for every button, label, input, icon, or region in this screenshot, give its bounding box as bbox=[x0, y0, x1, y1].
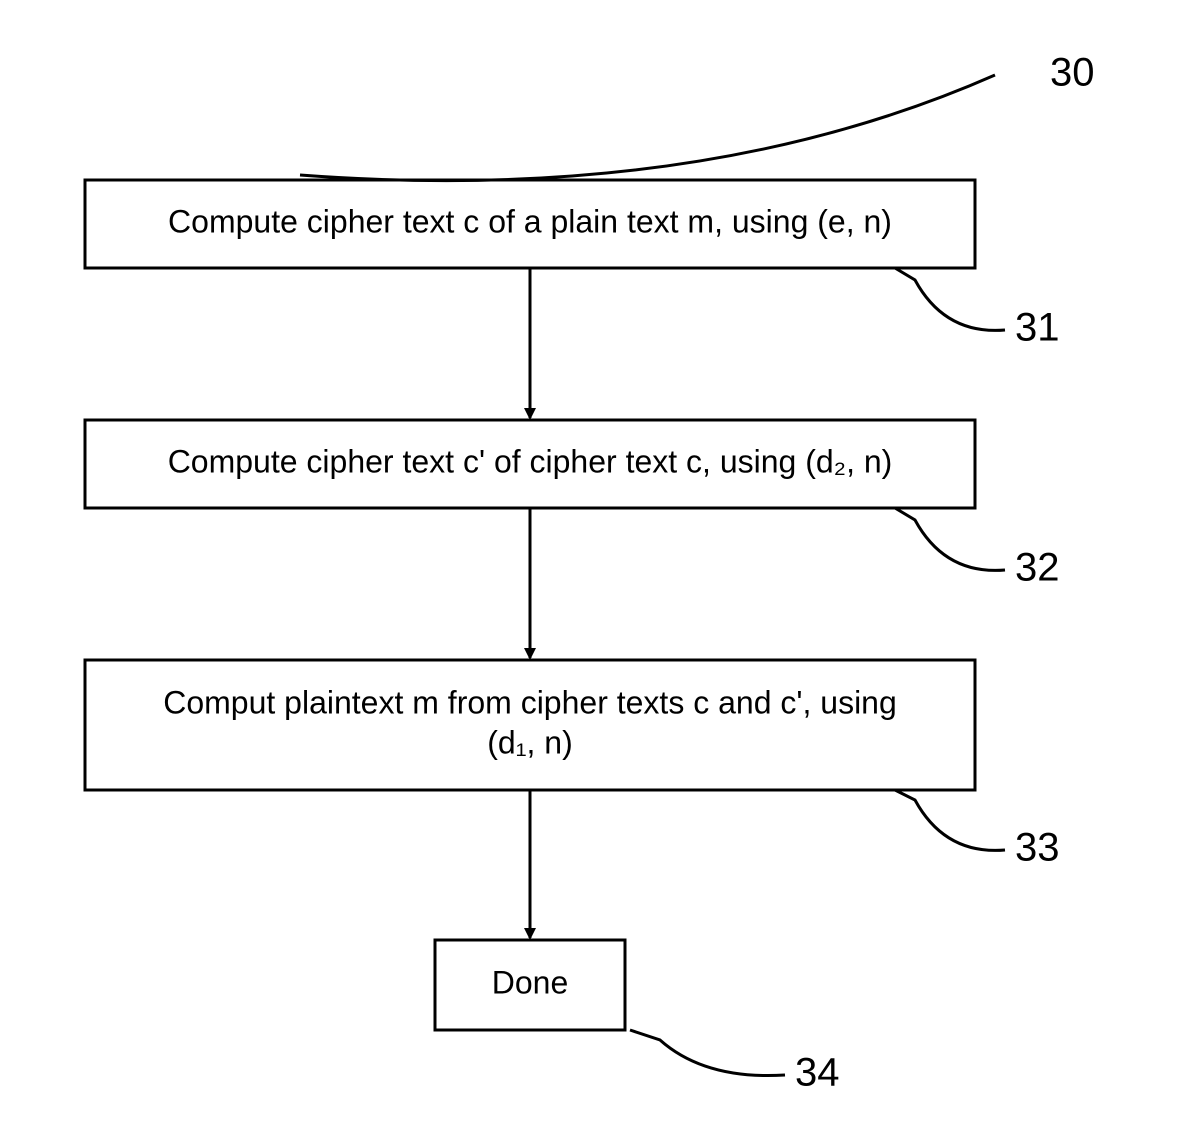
box-label: Comput plaintext m from cipher texts c a… bbox=[163, 684, 897, 720]
box-label: Compute cipher text c of a plain text m,… bbox=[168, 203, 892, 239]
flowchart-box: Compute cipher text c of a plain text m,… bbox=[85, 180, 975, 268]
reference-label: 32 bbox=[1015, 546, 1060, 590]
reference-label: 34 bbox=[795, 1051, 840, 1095]
flowchart-box: Compute cipher text c' of cipher text c,… bbox=[85, 420, 975, 508]
flowchart-box: Done bbox=[435, 940, 625, 1030]
reference-label: 33 bbox=[1015, 826, 1060, 870]
leader-curve bbox=[895, 268, 1005, 330]
reference-label: 31 bbox=[1015, 306, 1060, 350]
flowchart-diagram: Compute cipher text c of a plain text m,… bbox=[0, 0, 1203, 1143]
reference-label: 30 bbox=[1050, 51, 1095, 95]
leader-curve bbox=[300, 75, 995, 181]
leader-curve bbox=[895, 508, 1005, 570]
leader-curve bbox=[630, 1030, 785, 1076]
leader-curve bbox=[895, 790, 1005, 850]
box-label: Compute cipher text c' of cipher text c,… bbox=[168, 443, 893, 479]
box-label: Done bbox=[492, 964, 569, 1000]
flowchart-box: Comput plaintext m from cipher texts c a… bbox=[85, 660, 975, 790]
box-label: (d₁, n) bbox=[487, 724, 572, 760]
